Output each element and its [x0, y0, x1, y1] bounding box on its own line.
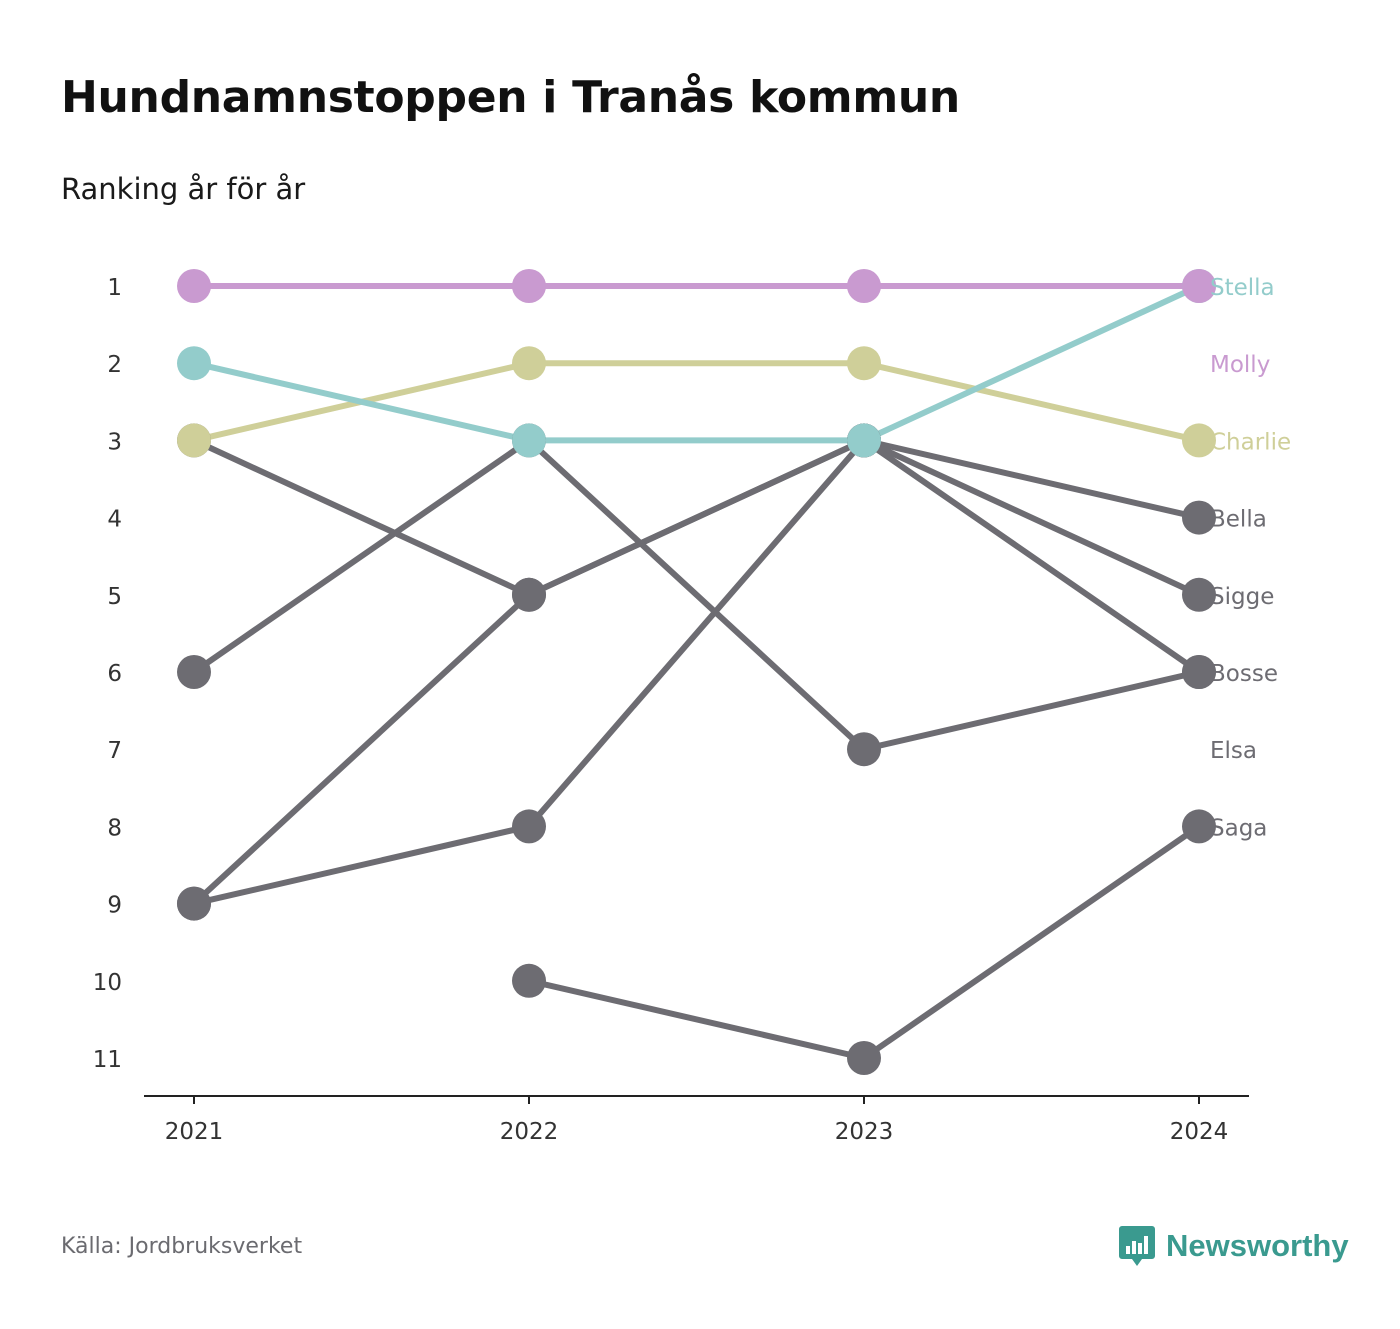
data-point-sigge-2021 — [177, 886, 211, 921]
data-point-molly-2023 — [847, 269, 881, 303]
series-end-labels: Stella Molly Charlie Bella Sigge Bosse Elsa Sag… — [1210, 275, 1291, 841]
data-point-charlie-2022 — [512, 346, 546, 381]
source-note: Källa: Jordbruksverket — [61, 1234, 303, 1259]
x-tick-label-2021: 2021 — [165, 1119, 224, 1145]
bar-chart-speech-bubble-icon — [1119, 1226, 1155, 1266]
x-tick-label-2024: 2024 — [1170, 1119, 1229, 1145]
y-tick-label-9: 9 — [107, 893, 122, 919]
x-tick-label-2022: 2022 — [500, 1119, 559, 1145]
chart-subtitle: Ranking år för år — [61, 172, 306, 206]
data-point-charlie-2023 — [847, 346, 881, 381]
newsworthy-logo[interactable]: Newsworthy — [1118, 1222, 1349, 1270]
x-tick-label-2023: 2023 — [835, 1119, 894, 1145]
y-tick-label-1: 1 — [107, 275, 122, 301]
end-label-bella: Bella — [1210, 507, 1267, 533]
end-label-bosse: Bosse — [1210, 661, 1278, 687]
data-point-molly-2022 — [512, 269, 546, 303]
data-point-bella-2024 — [1182, 500, 1216, 535]
data-point-sigge-2024 — [1182, 577, 1216, 612]
data-point-molly-2021 — [177, 269, 211, 303]
data-point-stella-2023 — [847, 423, 881, 458]
data-point-elsa-2021 — [177, 655, 211, 689]
series-line-saga — [526, 823, 1202, 1061]
y-tick-label-10: 10 — [93, 970, 122, 996]
data-point-elsa-2023 — [847, 732, 881, 767]
data-point-saga-2022 — [512, 963, 546, 998]
data-point-saga-2023 — [847, 1041, 881, 1075]
y-axis-tick-labels: 1 2 3 4 5 6 7 8 9 10 11 — [93, 275, 122, 1073]
end-label-molly: Molly — [1210, 352, 1270, 378]
end-label-stella: Stella — [1210, 275, 1275, 301]
y-tick-label-4: 4 — [107, 507, 122, 533]
y-tick-label-11: 11 — [93, 1047, 122, 1073]
data-point-molly-2024 — [1182, 269, 1216, 303]
series-line-charlie — [191, 360, 1202, 444]
end-label-charlie: Charlie — [1210, 429, 1291, 455]
end-label-sigge: Sigge — [1210, 584, 1274, 610]
data-point-saga-2024 — [1182, 809, 1216, 844]
data-point-elsa-2024 — [1182, 655, 1216, 689]
chart-title: Hundnamnstoppen i Tranås kommun — [61, 72, 960, 123]
series-lines — [191, 283, 1202, 1061]
data-point-stella-2022 — [512, 423, 546, 458]
series-line-bella — [191, 437, 1202, 907]
brand-name: Newsworthy — [1166, 1228, 1349, 1263]
end-label-saga: Saga — [1210, 815, 1267, 841]
y-tick-label-5: 5 — [107, 584, 122, 610]
y-tick-label-7: 7 — [107, 738, 122, 764]
data-point-bella-2022 — [512, 809, 546, 844]
data-point-charlie-2021 — [177, 423, 211, 458]
end-label-elsa: Elsa — [1210, 738, 1257, 764]
series-points — [177, 269, 1216, 1075]
series-line-bosse — [191, 437, 1202, 675]
y-tick-label-3: 3 — [107, 429, 122, 455]
y-tick-label-6: 6 — [107, 661, 122, 687]
data-point-charlie-2024 — [1182, 423, 1216, 458]
y-tick-label-2: 2 — [107, 352, 122, 378]
data-point-stella-2021 — [177, 346, 211, 381]
data-point-bosse-2022 — [512, 577, 546, 612]
series-line-stella — [191, 283, 1202, 444]
x-axis: 2021 2022 2023 2024 — [144, 1095, 1249, 1145]
y-tick-label-8: 8 — [107, 815, 122, 841]
series-line-elsa — [191, 437, 1202, 753]
